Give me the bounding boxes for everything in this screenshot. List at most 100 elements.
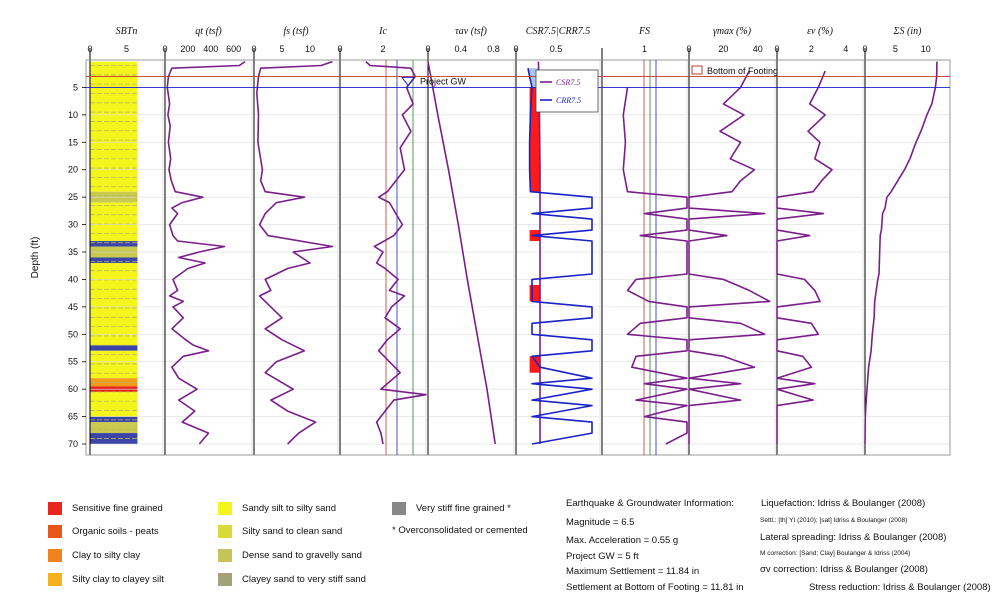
- legend-note-text: * Overconsolidated or cemented: [392, 525, 528, 536]
- info-m-correction: M correction: [Sand; Clay] Boulanger & I…: [760, 550, 911, 557]
- y-tick-label: 55: [68, 357, 78, 367]
- legend-swatch: [48, 525, 62, 538]
- legend-note: * Overconsolidated or cemented: [392, 525, 528, 536]
- chart-frame: [85, 59, 951, 456]
- x-tick-label: 2: [809, 44, 814, 54]
- sbt-layer: [90, 416, 138, 423]
- gw-label: Project GW: [420, 76, 467, 86]
- x-tick-label: 1: [642, 44, 647, 54]
- x-tick-label: 0: [425, 44, 430, 54]
- legend-item: Silty clay to clayey silt: [48, 573, 164, 586]
- series-line: [527, 68, 593, 445]
- series-line: [427, 61, 496, 445]
- series-line: [365, 61, 427, 445]
- legend-label: Clay to silty clay: [72, 550, 141, 561]
- y-tick-label: 5: [73, 82, 78, 92]
- x-tick-label: 200: [180, 44, 195, 54]
- panel-title: ΣS (in): [893, 26, 923, 37]
- legend-swatch: [48, 573, 62, 586]
- footing-legend-swatch: [691, 65, 703, 75]
- panel-frame: [688, 59, 776, 456]
- liquefaction-zone: [529, 284, 540, 302]
- panel-title: Ic: [378, 26, 387, 37]
- x-tick-label: 4: [843, 44, 848, 54]
- y-tick-label: 25: [68, 192, 78, 202]
- x-tick-label: 600: [226, 44, 241, 54]
- info-stress-reduction: Stress reduction: Idriss & Boulanger (20…: [809, 582, 991, 593]
- series-line: [255, 60, 334, 445]
- y-tick-label: 15: [68, 137, 78, 147]
- series-line: [622, 87, 688, 445]
- legend-swatch: [218, 573, 232, 586]
- water-table-icon: [401, 76, 415, 87]
- y-tick-label: 70: [68, 439, 78, 449]
- x-tick-label: 5: [279, 44, 284, 54]
- legend-item: Dense sand to gravelly sand: [218, 549, 362, 562]
- sbt-layer: [90, 241, 138, 247]
- y-tick-label: 10: [68, 110, 78, 120]
- legend-item: Sensitive fine grained: [48, 502, 163, 515]
- panel-frame: [601, 59, 688, 456]
- legend-item: Silty sand to clean sand: [218, 525, 342, 538]
- legend-label: Organic soils - peats: [72, 526, 159, 537]
- liquefaction-zone: [529, 356, 540, 373]
- x-tick-label: 0: [337, 44, 342, 54]
- panel-title: γmax (%): [713, 26, 752, 37]
- info-lateral-spreading: Lateral spreading: Idriss & Boulanger (2…: [760, 532, 947, 543]
- legend-swatch: [218, 525, 232, 538]
- x-tick-label: 0: [774, 44, 779, 54]
- y-tick-label: 50: [68, 329, 78, 339]
- x-tick-label: 0: [686, 44, 691, 54]
- x-tick-label: 2: [380, 44, 385, 54]
- x-tick-label: 0: [862, 44, 867, 54]
- legend-label: Dense sand to gravelly sand: [242, 550, 362, 561]
- series-line: [688, 70, 771, 444]
- info-liquefaction: Liquefaction: Idriss & Boulanger (2008): [761, 498, 926, 509]
- panel-title: τav (tsf): [455, 26, 487, 37]
- sbt-layer: [90, 61, 138, 192]
- liquefaction-zone: [529, 87, 540, 192]
- legend-item: Clayey sand to very stiff sand: [218, 573, 366, 586]
- panel-frame: [427, 59, 515, 456]
- panel-title: εv (%): [807, 26, 834, 37]
- panel-frame: [253, 59, 339, 456]
- crr-legend-label: CRR7.5: [556, 96, 581, 105]
- sbt-layer: [90, 262, 138, 346]
- y-axis-label: Depth (ft): [30, 237, 41, 279]
- legend-label: Silty sand to clean sand: [242, 526, 343, 537]
- info-groundwater: Project GW = 5 ft: [566, 551, 639, 562]
- sbt-layer: [90, 202, 138, 242]
- csr-legend-box: [535, 69, 599, 113]
- legend-swatch: [48, 502, 62, 515]
- x-tick-label: 0: [87, 44, 92, 54]
- footing-label: Bottom of Footing: [707, 66, 778, 76]
- panel-title: FS: [638, 26, 650, 37]
- x-tick-label: 0: [162, 44, 167, 54]
- csr-legend-label: CSR7.5: [556, 78, 580, 87]
- legend-label: Very stiff fine grained *: [416, 503, 511, 514]
- sbt-layer: [90, 257, 138, 263]
- y-tick-label: 20: [68, 165, 78, 175]
- series-line: [166, 60, 246, 445]
- info-settlement-method: Settl.: [th] YI (2010); [sat] Idriss & B…: [760, 517, 908, 524]
- y-tick-label: 35: [68, 247, 78, 257]
- panel-title: qt (tsf): [195, 26, 222, 37]
- x-tick-label: 5: [893, 44, 898, 54]
- info-heading: Earthquake & Groundwater Information:: [566, 498, 734, 509]
- y-tick-label: 60: [68, 384, 78, 394]
- y-tick-label: 65: [68, 412, 78, 422]
- info-magnitude: Magnitude = 6.5: [566, 517, 635, 528]
- legend-swatch: [218, 502, 232, 515]
- legend-label: Clayey sand to very stiff sand: [242, 574, 366, 585]
- x-tick-label: 0: [513, 44, 518, 54]
- legend-swatch: [392, 502, 406, 515]
- sbt-layer: [90, 345, 138, 351]
- y-tick-label: 30: [68, 220, 78, 230]
- legend-swatch: [218, 549, 232, 562]
- legend-swatch: [48, 549, 62, 562]
- x-tick-label: 0.8: [487, 44, 500, 54]
- x-tick-label: 10: [921, 44, 931, 54]
- panel-frame: [864, 59, 951, 456]
- y-tick-label: 40: [68, 274, 78, 284]
